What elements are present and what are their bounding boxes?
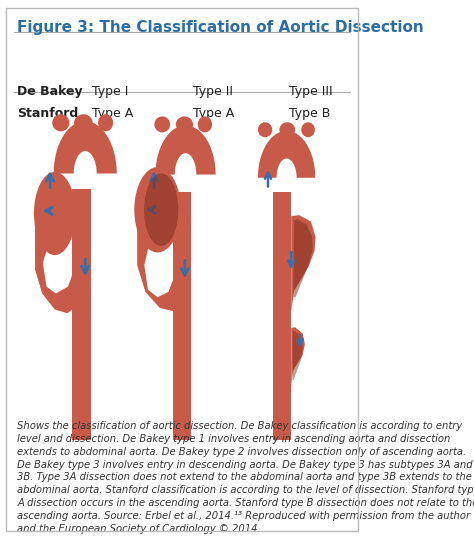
Ellipse shape xyxy=(74,114,93,132)
Text: De Bakey: De Bakey xyxy=(17,86,83,99)
Ellipse shape xyxy=(98,114,113,132)
Text: Type A: Type A xyxy=(193,107,234,120)
Polygon shape xyxy=(155,126,216,175)
Text: Type I: Type I xyxy=(92,86,129,99)
Polygon shape xyxy=(293,219,313,297)
Text: Type II: Type II xyxy=(193,86,233,99)
Text: Type B: Type B xyxy=(290,107,331,120)
Polygon shape xyxy=(258,131,315,178)
Polygon shape xyxy=(273,192,291,440)
Text: Type III: Type III xyxy=(290,86,333,99)
Ellipse shape xyxy=(134,167,181,252)
Ellipse shape xyxy=(258,122,272,137)
Ellipse shape xyxy=(144,174,178,246)
Polygon shape xyxy=(173,192,191,440)
Polygon shape xyxy=(35,227,91,313)
Ellipse shape xyxy=(280,122,295,137)
Polygon shape xyxy=(54,121,117,174)
Text: Stanford: Stanford xyxy=(17,107,78,120)
Text: Figure 3: The Classification of Aortic Dissection: Figure 3: The Classification of Aortic D… xyxy=(17,20,424,35)
Ellipse shape xyxy=(34,172,75,255)
Text: Shows the classification of aortic dissection. De Bakey classification is accord: Shows the classification of aortic disse… xyxy=(17,421,474,534)
Polygon shape xyxy=(291,327,305,387)
Ellipse shape xyxy=(155,116,170,133)
Ellipse shape xyxy=(176,116,193,133)
Ellipse shape xyxy=(52,114,69,132)
Polygon shape xyxy=(291,215,316,312)
Polygon shape xyxy=(72,190,91,440)
Ellipse shape xyxy=(301,122,315,137)
Polygon shape xyxy=(292,331,303,381)
Text: Type A: Type A xyxy=(92,107,134,120)
Polygon shape xyxy=(137,228,190,311)
Ellipse shape xyxy=(198,116,212,133)
